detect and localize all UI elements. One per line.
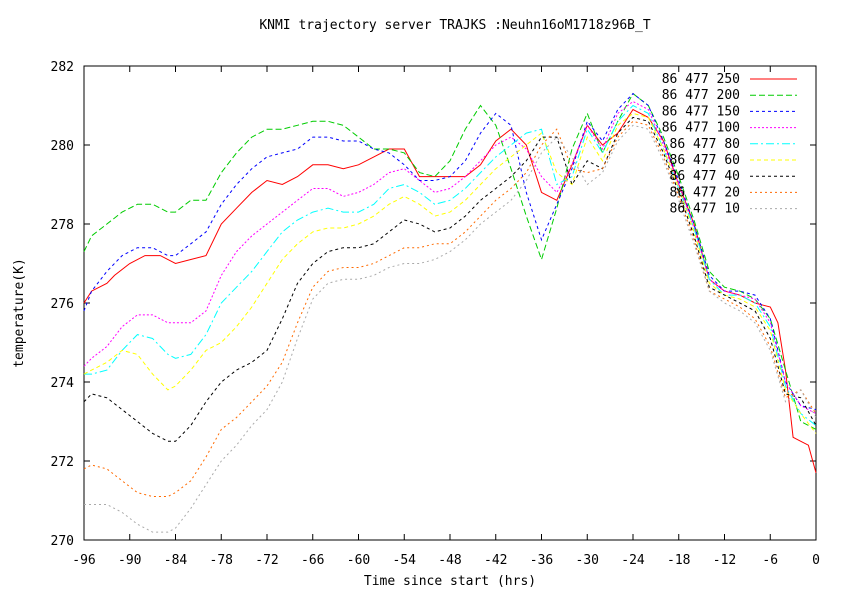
legend-label: 86 477 150	[662, 104, 740, 119]
series-line	[83, 112, 817, 434]
series-line	[84, 124, 817, 533]
x-tick-label: -18	[667, 553, 690, 568]
legend-label: 86 477 20	[670, 185, 740, 200]
legend-label: 86 477 60	[670, 153, 740, 168]
series-lines	[83, 92, 817, 533]
x-tick-label: -84	[164, 553, 188, 568]
x-tick-label: -66	[301, 553, 324, 568]
series-line	[83, 92, 817, 430]
legend-label: 86 477 40	[670, 169, 740, 184]
x-tick-label: -90	[118, 553, 141, 568]
y-tick-label: 270	[51, 534, 74, 549]
series-line	[83, 100, 817, 415]
series-line	[83, 92, 817, 411]
legend-label: 86 477 250	[662, 72, 740, 87]
y-tick-label: 272	[51, 455, 74, 470]
legend-label: 86 477 100	[662, 121, 740, 136]
series-line	[83, 120, 817, 497]
y-tick-label: 274	[51, 376, 75, 391]
x-tick-label: -36	[530, 553, 553, 568]
x-tick-label: -96	[72, 553, 95, 568]
legend-label: 86 477 200	[662, 88, 740, 103]
x-tick-label: -72	[255, 553, 278, 568]
x-tick-label: -12	[713, 553, 736, 568]
x-tick-label: -24	[621, 553, 645, 568]
series-line	[84, 104, 817, 426]
y-tick-label: 280	[51, 139, 74, 154]
chart-title: KNMI trajectory server TRAJKS :Neuhn16oM…	[259, 18, 651, 33]
x-tick-label: -6	[762, 553, 778, 568]
y-tick-label: 276	[51, 297, 74, 312]
x-tick-label: -54	[393, 553, 417, 568]
series-line	[83, 116, 817, 442]
x-axis-label: Time since start (hrs)	[364, 574, 536, 589]
y-tick-label: 278	[51, 218, 74, 233]
y-axis-label: temperature(K)	[12, 258, 27, 368]
legend-label: 86 477 80	[670, 137, 740, 152]
x-tick-label: -60	[347, 553, 370, 568]
x-tick-label: -30	[576, 553, 599, 568]
x-tick-label: -42	[484, 553, 507, 568]
x-tick-label: -48	[438, 553, 461, 568]
y-tick-label: 282	[51, 60, 74, 75]
axes: -96 -90 -84 -78 -72 -66 -60 -54 -48 -42 -36 -30 -24-…	[51, 60, 820, 568]
x-tick-label: -78	[210, 553, 233, 568]
legend-label: 86 477 10	[670, 202, 740, 217]
x-tick-label: 0	[812, 553, 820, 568]
